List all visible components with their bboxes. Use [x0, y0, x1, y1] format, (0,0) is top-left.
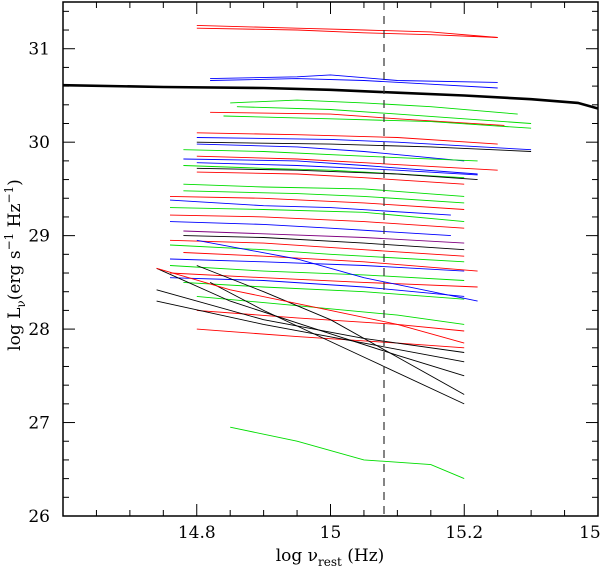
series-line-37: [196, 295, 465, 325]
series-line-11: [196, 132, 498, 145]
y-axis-title: log Lν(erg s−1 Hz−1): [2, 179, 28, 351]
series-line-30: [169, 244, 465, 263]
series-line-27: [183, 230, 465, 244]
series-line-7: [210, 111, 505, 126]
series-line-10: [196, 137, 532, 151]
series-line-35: [169, 277, 465, 297]
series-line-40: [156, 289, 465, 353]
series-line-14: [196, 155, 498, 171]
series-line-36: [183, 281, 465, 300]
series-line-18: [196, 167, 478, 181]
x-axis-title: log νrest (Hz): [276, 546, 385, 569]
x-tick-label: 15: [320, 523, 342, 543]
series-line-33: [169, 265, 465, 281]
tick-labels: 14.8 15 15.2 15.4 26 27 28 29 30 31: [28, 40, 600, 543]
series-line-42: [156, 267, 465, 377]
series-line-47: [230, 426, 465, 480]
series-line-1: [196, 24, 498, 38]
series-line-9: [196, 141, 532, 152]
series-line-28: [183, 235, 465, 251]
series-layer: [62, 2, 599, 516]
ticks-layer: [62, 2, 599, 517]
series-line-4: [210, 78, 498, 89]
series-line-19: [196, 171, 465, 185]
series-line-29: [169, 239, 465, 257]
reference-curve-line: [62, 83, 599, 110]
series-line-34: [169, 272, 478, 288]
series-line-44: [209, 282, 465, 405]
series-line-25: [169, 214, 465, 229]
y-tick-label: 26: [28, 507, 50, 527]
series-line-2: [196, 27, 498, 38]
series-line-24: [169, 207, 465, 223]
series-line-31: [183, 252, 478, 272]
series-line-22: [169, 195, 465, 210]
y-tick-label: 31: [28, 40, 50, 60]
series-line-23: [169, 199, 451, 216]
y-tick-label: 27: [28, 414, 50, 434]
y-tick-label: 28: [28, 320, 50, 340]
x-tick-label: 15.4: [579, 523, 600, 543]
series-line-6: [236, 106, 532, 124]
series-line-21: [183, 190, 465, 204]
series-line-20: [183, 183, 465, 197]
series-line-13: [183, 149, 478, 162]
x-tick-label: 15.2: [445, 523, 483, 543]
series-line-12: [196, 143, 465, 162]
series-line-5: [230, 99, 518, 115]
series-line-43: [196, 265, 465, 395]
series-line-15: [183, 158, 478, 175]
y-tick-label: 29: [28, 227, 50, 247]
series-line-8: [223, 115, 532, 129]
series-line-38: [196, 309, 465, 332]
series-line-41: [156, 300, 465, 363]
series-line-16: [196, 162, 478, 176]
series-line-45: [196, 239, 478, 302]
series-line-3: [210, 74, 498, 83]
x-tick-label: 14.8: [178, 523, 216, 543]
series-line-26: [169, 221, 451, 237]
series-line-46: [156, 267, 465, 344]
y-tick-label: 30: [28, 133, 50, 153]
